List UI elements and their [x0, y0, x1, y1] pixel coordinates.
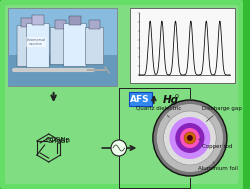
FancyBboxPatch shape [17, 26, 38, 67]
FancyBboxPatch shape [32, 15, 44, 25]
Text: AFS: AFS [130, 94, 150, 104]
Circle shape [175, 123, 204, 153]
Text: thiomersal
vaccine: thiomersal vaccine [26, 38, 46, 46]
Circle shape [111, 140, 126, 156]
Text: Aluminium foil: Aluminium foil [198, 162, 237, 171]
FancyBboxPatch shape [130, 8, 235, 83]
Text: Discharge gap: Discharge gap [202, 106, 241, 122]
Circle shape [170, 117, 210, 159]
Circle shape [184, 132, 196, 144]
FancyBboxPatch shape [0, 0, 244, 189]
Text: Hg: Hg [162, 95, 178, 105]
FancyBboxPatch shape [50, 28, 70, 64]
FancyBboxPatch shape [27, 23, 49, 67]
FancyBboxPatch shape [68, 16, 82, 25]
FancyBboxPatch shape [54, 20, 66, 29]
Circle shape [164, 111, 216, 165]
Circle shape [153, 100, 227, 176]
Text: 0: 0 [174, 94, 178, 99]
Text: Copper rod: Copper rod [198, 139, 232, 149]
FancyBboxPatch shape [5, 5, 238, 184]
Text: SHgEt: SHgEt [48, 138, 69, 144]
FancyBboxPatch shape [8, 55, 117, 86]
Circle shape [180, 128, 200, 148]
Text: COONa: COONa [46, 137, 71, 143]
FancyBboxPatch shape [85, 28, 104, 64]
FancyBboxPatch shape [89, 20, 100, 29]
FancyBboxPatch shape [128, 92, 152, 106]
Text: Quartz dielectric: Quartz dielectric [136, 106, 182, 117]
FancyBboxPatch shape [8, 8, 117, 86]
Circle shape [157, 104, 223, 172]
FancyBboxPatch shape [22, 18, 33, 27]
FancyBboxPatch shape [64, 23, 86, 67]
Circle shape [187, 135, 193, 141]
